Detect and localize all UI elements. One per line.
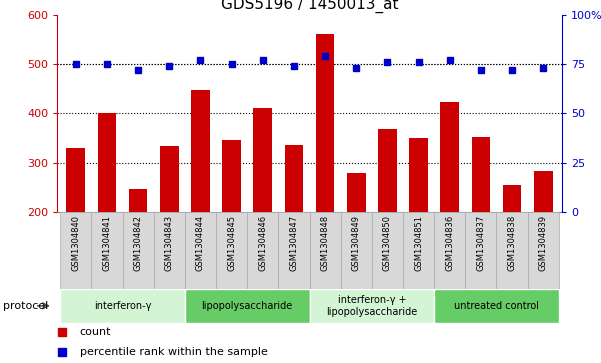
Bar — [465, 212, 496, 289]
Bar — [496, 212, 528, 289]
Bar — [403, 212, 434, 289]
Bar — [316, 34, 334, 212]
Bar — [154, 212, 185, 289]
Bar — [310, 289, 434, 323]
Bar — [434, 212, 465, 289]
Bar — [60, 212, 91, 289]
Bar — [372, 212, 403, 289]
Text: GSM1304846: GSM1304846 — [258, 215, 267, 271]
Bar — [378, 129, 397, 212]
Text: GSM1304839: GSM1304839 — [538, 215, 548, 271]
Bar — [310, 212, 341, 289]
Bar — [160, 146, 178, 212]
Text: GSM1304840: GSM1304840 — [72, 215, 81, 271]
Text: GSM1304850: GSM1304850 — [383, 215, 392, 271]
Text: GSM1304848: GSM1304848 — [320, 215, 329, 271]
Text: protocol: protocol — [3, 301, 48, 311]
Text: GSM1304843: GSM1304843 — [165, 215, 174, 271]
Text: GSM1304851: GSM1304851 — [414, 215, 423, 271]
Bar — [409, 138, 428, 212]
Bar — [534, 171, 552, 212]
Bar — [60, 289, 185, 323]
Bar — [528, 212, 559, 289]
Bar — [123, 212, 154, 289]
Text: GSM1304845: GSM1304845 — [227, 215, 236, 271]
Bar — [191, 90, 210, 212]
Bar — [285, 144, 304, 212]
Bar — [247, 212, 278, 289]
Text: interferon-γ +
lipopolysaccharide: interferon-γ + lipopolysaccharide — [326, 295, 418, 317]
Bar — [441, 102, 459, 212]
Text: GSM1304838: GSM1304838 — [508, 215, 517, 271]
Title: GDS5196 / 1450013_at: GDS5196 / 1450013_at — [221, 0, 398, 13]
Text: GSM1304837: GSM1304837 — [477, 215, 486, 271]
Text: lipopolysaccharide: lipopolysaccharide — [201, 301, 293, 311]
Bar — [216, 212, 247, 289]
Bar — [254, 109, 272, 212]
Bar — [472, 137, 490, 212]
Bar — [67, 148, 85, 212]
Bar — [222, 140, 241, 212]
Text: GSM1304842: GSM1304842 — [133, 215, 142, 271]
Text: count: count — [80, 327, 111, 337]
Text: GSM1304849: GSM1304849 — [352, 215, 361, 271]
Text: GSM1304836: GSM1304836 — [445, 215, 454, 271]
Bar — [129, 189, 147, 212]
Bar — [185, 212, 216, 289]
Bar — [502, 185, 522, 212]
Bar — [434, 289, 559, 323]
Text: GSM1304844: GSM1304844 — [196, 215, 205, 271]
Text: GSM1304847: GSM1304847 — [290, 215, 299, 271]
Bar — [347, 173, 365, 212]
Bar — [185, 289, 310, 323]
Bar — [341, 212, 372, 289]
Bar — [91, 212, 123, 289]
Text: interferon-γ: interferon-γ — [94, 301, 151, 311]
Text: untreated control: untreated control — [454, 301, 539, 311]
Bar — [97, 113, 117, 212]
Text: percentile rank within the sample: percentile rank within the sample — [80, 347, 267, 357]
Bar — [278, 212, 310, 289]
Text: GSM1304841: GSM1304841 — [102, 215, 111, 271]
